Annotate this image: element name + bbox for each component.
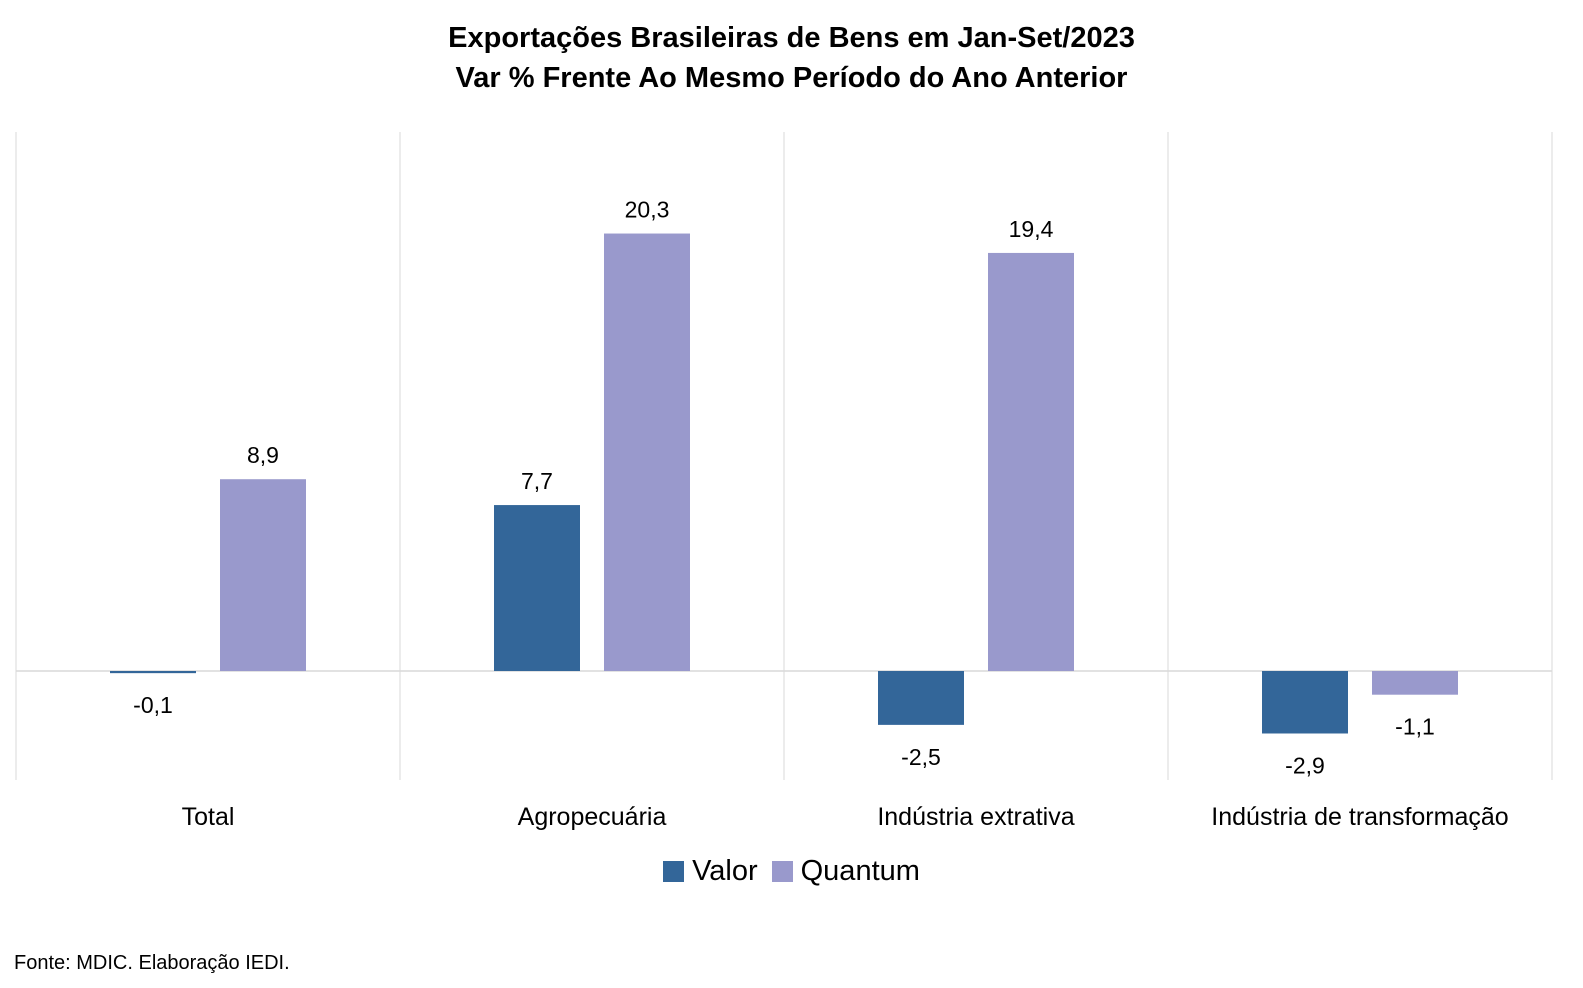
data-label-valor: -2,9: [1285, 752, 1325, 778]
bar-quantum: [604, 233, 690, 671]
bar-quantum: [220, 479, 306, 671]
data-label-valor: 7,7: [521, 468, 553, 494]
bar-quantum: [1372, 671, 1458, 695]
legend-label-quantum: Quantum: [800, 855, 920, 887]
data-label-valor: -2,5: [901, 744, 941, 770]
bar-valor: [494, 505, 580, 671]
data-label-quantum: 19,4: [1009, 216, 1054, 242]
legend-label-valor: Valor: [692, 855, 758, 887]
data-label-quantum: 20,3: [625, 197, 670, 223]
chart-title: Exportações Brasileiras de Bens em Jan-S…: [448, 22, 1135, 54]
bar-quantum: [988, 252, 1074, 671]
bar-valor: [1262, 671, 1348, 734]
bar-valor: [110, 671, 196, 674]
category-label: Agropecuária: [518, 803, 667, 831]
bar-valor: [878, 671, 964, 725]
legend-swatch-valor: [663, 861, 685, 882]
legend: Valor Quantum: [0, 855, 1583, 888]
data-label-valor: -0,1: [133, 692, 173, 718]
legend-item-quantum: Quantum: [771, 855, 920, 888]
source-note: Fonte: MDIC. Elaboração IEDI.: [14, 952, 290, 974]
legend-item-valor: Valor: [663, 855, 758, 888]
bar-chart: -0,1 8,9 Total 7,7 20,3 Agropecuária -2,5 19,4 I…: [15, 132, 1553, 831]
legend-swatch-quantum: [771, 861, 793, 882]
category-label: Total: [182, 803, 235, 831]
category-label: Indústria de transformação: [1211, 803, 1508, 831]
data-label-quantum: -1,1: [1395, 714, 1435, 740]
chart-subtitle: Var % Frente Ao Mesmo Período do Ano Ant…: [455, 62, 1128, 94]
data-label-quantum: 8,9: [247, 442, 279, 468]
category-label: Indústria extrativa: [877, 803, 1074, 831]
